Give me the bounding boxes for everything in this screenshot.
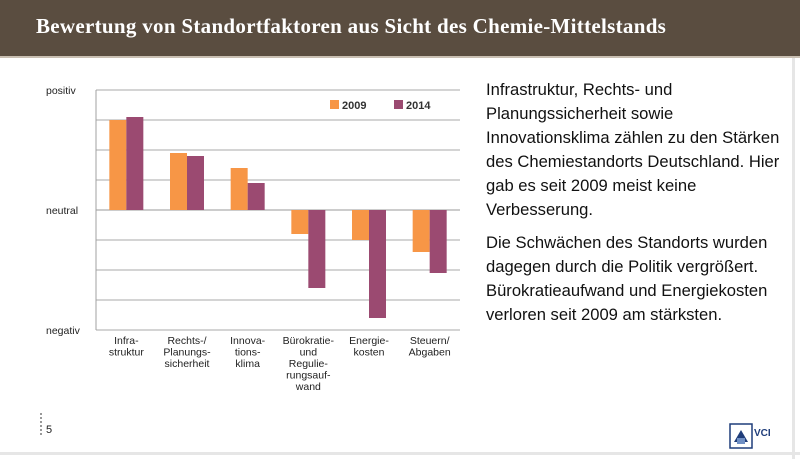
bar-2014-4 bbox=[369, 210, 386, 318]
bar-2009-1 bbox=[170, 153, 187, 210]
title-divider bbox=[0, 56, 800, 58]
y-tick-label-0: positiv bbox=[46, 85, 77, 97]
page-title: Bewertung von Standortfaktoren aus Sicht… bbox=[36, 14, 667, 38]
title-bar: Bewertung von Standortfaktoren aus Sicht… bbox=[0, 0, 800, 56]
category-label-1-1: Planungs- bbox=[163, 347, 211, 359]
category-label-4-1: kosten bbox=[354, 347, 385, 359]
category-label-5-1: Abgaben bbox=[409, 347, 451, 359]
vci-logo-icon bbox=[729, 423, 753, 449]
category-label-0-1: struktur bbox=[109, 347, 145, 359]
bar-2009-4 bbox=[352, 210, 369, 240]
category-label-4-0: Energie- bbox=[349, 335, 389, 347]
legend-swatch-2009 bbox=[330, 100, 339, 109]
category-label-2-1: tions- bbox=[235, 347, 261, 359]
page-marker bbox=[40, 413, 42, 435]
page-number: 5 bbox=[46, 424, 53, 436]
legend-label-2014: 2014 bbox=[406, 100, 431, 112]
description-paragraph-2: Die Schwächen des Standorts wurden dageg… bbox=[486, 233, 768, 324]
category-label-2-2: klima bbox=[235, 358, 260, 370]
category-label-1-0: Rechts-/ bbox=[167, 335, 206, 347]
category-label-2-0: Innova- bbox=[230, 335, 266, 347]
category-label-5-0: Steuern/ bbox=[410, 335, 450, 347]
y-tick-label-1: neutral bbox=[46, 205, 78, 217]
vci-logo-text: VCI bbox=[754, 428, 771, 439]
category-label-3-2: Regulie- bbox=[289, 358, 329, 370]
description-paragraph-1: Infrastruktur, Rechts- und Planungssiche… bbox=[486, 80, 780, 219]
category-label-3-0: Bürokratie- bbox=[283, 335, 335, 347]
bar-2014-1 bbox=[187, 156, 204, 210]
bar-chart: positiv neutral negativ Infra-struktur Recht… bbox=[46, 85, 460, 393]
bar-2014-3 bbox=[308, 210, 326, 288]
bar-2014-0 bbox=[126, 117, 144, 210]
category-label-1-2: sicherheit bbox=[165, 358, 210, 370]
frame-edge-right bbox=[792, 58, 795, 459]
bar-2009-5 bbox=[412, 210, 430, 252]
bar-2014-2 bbox=[247, 183, 265, 210]
bar-2009-3 bbox=[291, 210, 309, 234]
bar-2009-0 bbox=[109, 120, 127, 210]
description: Infrastruktur, Rechts- und Planungssiche… bbox=[486, 78, 786, 336]
frame-edge-bottom bbox=[0, 452, 800, 455]
y-tick-label-2: negativ bbox=[46, 325, 81, 337]
legend-swatch-2014 bbox=[394, 100, 403, 109]
bar-2014-5 bbox=[429, 210, 447, 273]
category-label-3-1: und bbox=[300, 347, 318, 359]
legend-label-2009: 2009 bbox=[342, 100, 366, 112]
bar-2009-2 bbox=[230, 168, 248, 210]
category-label-3-3: rungsauf- bbox=[286, 370, 331, 382]
category-label-3-4: wand bbox=[295, 381, 321, 393]
category-label-0-0: Infra- bbox=[114, 335, 139, 347]
